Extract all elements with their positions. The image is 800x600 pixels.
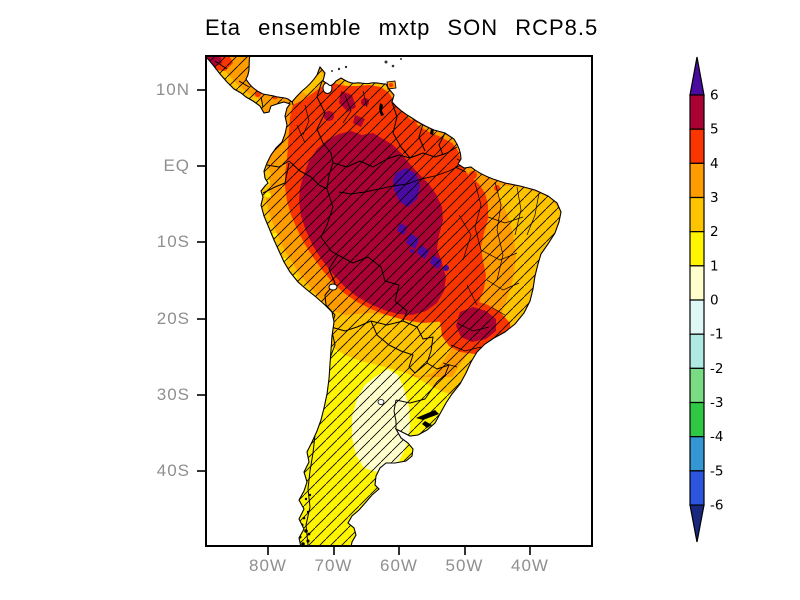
lat-tick bbox=[197, 89, 205, 91]
colorbar-level-label: 3 bbox=[710, 190, 719, 206]
lat-tick-label: 20S bbox=[156, 308, 190, 328]
lon-tick bbox=[267, 547, 269, 555]
lon-tick-label: 60W bbox=[380, 556, 418, 575]
lon-tick bbox=[398, 547, 400, 555]
antilles-islets bbox=[331, 58, 402, 72]
colorbar-segment bbox=[689, 470, 705, 506]
significance-hatching bbox=[205, 55, 561, 547]
lat-tick-label: 10N bbox=[155, 80, 190, 99]
colorbar-segment bbox=[689, 367, 705, 404]
lon-tick bbox=[463, 547, 466, 555]
plot-title: Eta ensemble mxtp SON RCP8.5 bbox=[205, 15, 599, 40]
lat-tick-label: EQ bbox=[163, 156, 190, 176]
colorbar-segment bbox=[689, 333, 705, 369]
map-plot-area bbox=[205, 55, 593, 547]
lagoa-mirim bbox=[422, 421, 432, 428]
lake-mar-chiquita bbox=[377, 399, 385, 405]
colorbar-level-label: -4 bbox=[710, 429, 723, 445]
lat-tick bbox=[197, 241, 205, 244]
lat-tick-label: 30S bbox=[156, 384, 190, 404]
lat-tick-label: 10S bbox=[156, 232, 190, 252]
colorbar-segment bbox=[689, 299, 705, 335]
colorbar: 6 5 4 3 2 1 0 -1 -2 -3 -4 -5 -6 bbox=[689, 56, 723, 543]
colorbar-level-label: 6 bbox=[710, 88, 719, 104]
colorbar-level-label: -3 bbox=[710, 395, 723, 411]
lon-tick-label: 40W bbox=[511, 556, 549, 575]
lon-tick bbox=[332, 547, 335, 555]
guri-reservoir bbox=[379, 103, 384, 116]
lon-tick bbox=[529, 547, 531, 555]
lake-titicaca bbox=[328, 283, 338, 291]
lat-tick bbox=[197, 317, 205, 320]
lon-tick-label: 80W bbox=[249, 556, 287, 575]
lat-tick bbox=[197, 470, 205, 472]
map-frame bbox=[205, 55, 593, 547]
colorbar-level-label: 4 bbox=[710, 156, 719, 172]
colorbar-level-label: -6 bbox=[710, 498, 723, 514]
colorbar-level-label: -1 bbox=[710, 327, 723, 343]
lat-tick bbox=[197, 165, 205, 168]
lagoa-dos-patos bbox=[416, 410, 439, 420]
state-borders bbox=[296, 90, 540, 368]
lon-tick-label: 70W bbox=[314, 556, 353, 575]
lon-tick-label: 50W bbox=[445, 556, 484, 575]
lat-tick-label: 40S bbox=[156, 461, 190, 480]
colorbar-segment bbox=[689, 231, 705, 267]
colorbar-segment bbox=[689, 162, 705, 199]
lat-tick bbox=[197, 393, 205, 396]
colorbar-segment bbox=[689, 128, 705, 164]
colorbar-segment bbox=[689, 436, 705, 472]
colorbar-level-label: 1 bbox=[710, 258, 719, 274]
colorbar-arrow-top bbox=[689, 56, 705, 96]
colorbar-level-label: 5 bbox=[710, 122, 719, 138]
colorbar-segment bbox=[689, 265, 705, 301]
colorbar-arrow-bottom bbox=[689, 504, 705, 543]
colorbar-segment bbox=[689, 401, 705, 438]
colorbar-segment bbox=[689, 196, 705, 233]
colorbar-level-label: -5 bbox=[710, 463, 723, 479]
colorbar-level-label: 2 bbox=[710, 224, 719, 240]
filled-contour-bands bbox=[205, 55, 561, 547]
islands bbox=[331, 58, 402, 90]
colorbar-level-label: -2 bbox=[710, 361, 723, 377]
colorbar-segment bbox=[689, 94, 705, 130]
colorbar-level-label: 0 bbox=[710, 293, 719, 309]
